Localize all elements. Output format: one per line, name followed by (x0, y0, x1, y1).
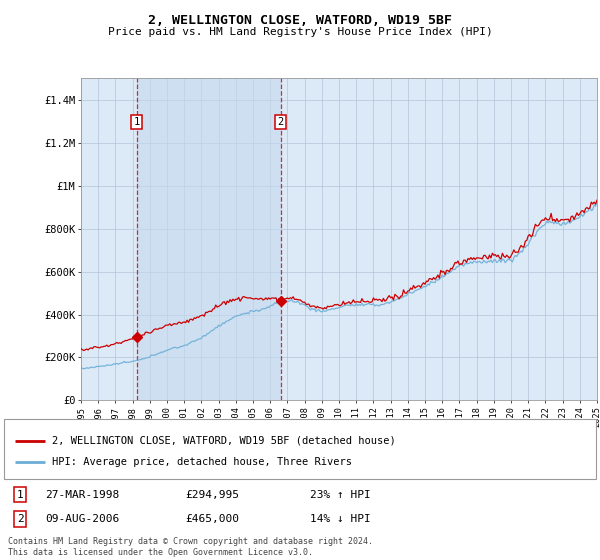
Text: 1: 1 (133, 117, 140, 127)
Text: This data is licensed under the Open Government Licence v3.0.: This data is licensed under the Open Gov… (8, 548, 313, 557)
Text: 23% ↑ HPI: 23% ↑ HPI (310, 489, 371, 500)
Text: 27-MAR-1998: 27-MAR-1998 (45, 489, 119, 500)
Text: 2: 2 (278, 117, 284, 127)
Text: HPI: Average price, detached house, Three Rivers: HPI: Average price, detached house, Thre… (52, 457, 352, 467)
Text: 2: 2 (17, 514, 23, 524)
Text: 1: 1 (17, 489, 23, 500)
Text: 14% ↓ HPI: 14% ↓ HPI (310, 514, 371, 524)
Bar (137, 78, 281, 400)
Text: 09-AUG-2006: 09-AUG-2006 (45, 514, 119, 524)
Text: £294,995: £294,995 (185, 489, 239, 500)
Text: Price paid vs. HM Land Registry's House Price Index (HPI): Price paid vs. HM Land Registry's House … (107, 27, 493, 37)
Text: 2, WELLINGTON CLOSE, WATFORD, WD19 5BF (detached house): 2, WELLINGTON CLOSE, WATFORD, WD19 5BF (… (52, 436, 396, 446)
Text: £465,000: £465,000 (185, 514, 239, 524)
Text: Contains HM Land Registry data © Crown copyright and database right 2024.: Contains HM Land Registry data © Crown c… (8, 537, 373, 546)
FancyBboxPatch shape (4, 419, 596, 479)
Text: 2, WELLINGTON CLOSE, WATFORD, WD19 5BF: 2, WELLINGTON CLOSE, WATFORD, WD19 5BF (148, 14, 452, 27)
